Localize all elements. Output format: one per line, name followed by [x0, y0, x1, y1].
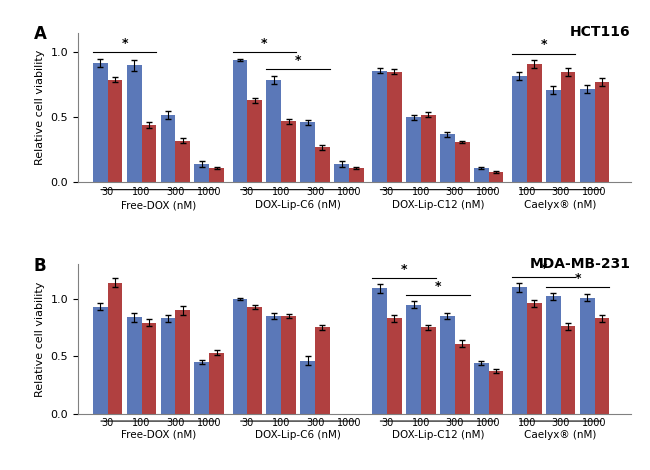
Bar: [526, 64, 541, 182]
Text: MDA-MB-231: MDA-MB-231: [530, 257, 630, 271]
Bar: [440, 316, 455, 414]
Bar: [474, 363, 489, 414]
Bar: [372, 289, 387, 414]
Text: HCT116: HCT116: [570, 25, 630, 39]
Bar: [595, 318, 609, 414]
Bar: [455, 142, 469, 182]
Bar: [209, 168, 224, 182]
Text: DOX-Lip-C6 (nM): DOX-Lip-C6 (nM): [255, 200, 341, 211]
Bar: [176, 141, 190, 182]
Text: *: *: [261, 37, 268, 50]
Bar: [561, 326, 575, 414]
Bar: [474, 168, 489, 182]
Text: *: *: [401, 263, 408, 276]
Bar: [455, 344, 469, 414]
Bar: [300, 361, 315, 414]
Bar: [387, 318, 402, 414]
Bar: [142, 125, 156, 182]
Bar: [512, 76, 527, 182]
Bar: [233, 299, 248, 414]
Text: *: *: [295, 54, 302, 67]
Text: B: B: [34, 257, 46, 275]
Bar: [281, 121, 296, 182]
Text: *: *: [540, 262, 547, 274]
Bar: [334, 164, 349, 182]
Bar: [266, 316, 281, 414]
Bar: [546, 90, 561, 182]
Bar: [194, 164, 209, 182]
Bar: [142, 323, 156, 414]
Text: DOX-Lip-C12 (nM): DOX-Lip-C12 (nM): [391, 430, 484, 439]
Bar: [248, 307, 262, 414]
Y-axis label: Relative cell viability: Relative cell viability: [35, 50, 45, 165]
Bar: [108, 282, 122, 414]
Bar: [93, 63, 108, 182]
Bar: [387, 72, 402, 182]
Text: *: *: [435, 280, 441, 293]
Bar: [315, 147, 330, 182]
Text: *: *: [540, 38, 547, 51]
Text: Caelyx® (nM): Caelyx® (nM): [525, 430, 597, 439]
Bar: [266, 79, 281, 182]
Text: *: *: [122, 37, 128, 50]
Bar: [315, 328, 330, 414]
Bar: [595, 82, 609, 182]
Text: Caelyx® (nM): Caelyx® (nM): [525, 200, 597, 211]
Bar: [176, 310, 190, 414]
Bar: [546, 297, 561, 414]
Bar: [406, 118, 421, 182]
Text: A: A: [34, 25, 47, 43]
Bar: [372, 70, 387, 182]
Bar: [300, 123, 315, 182]
Bar: [349, 168, 364, 182]
Bar: [489, 371, 504, 414]
Bar: [127, 317, 142, 414]
Bar: [580, 89, 595, 182]
Bar: [161, 115, 176, 182]
Bar: [421, 328, 436, 414]
Bar: [512, 287, 527, 414]
Text: Free-DOX (nM): Free-DOX (nM): [121, 430, 196, 439]
Bar: [580, 298, 595, 414]
Bar: [194, 362, 209, 414]
Bar: [209, 352, 224, 414]
Bar: [161, 318, 176, 414]
Bar: [93, 307, 108, 414]
Bar: [489, 172, 504, 182]
Bar: [127, 65, 142, 182]
Bar: [248, 101, 262, 182]
Text: DOX-Lip-C12 (nM): DOX-Lip-C12 (nM): [391, 200, 484, 211]
Bar: [440, 134, 455, 182]
Bar: [406, 305, 421, 414]
Text: Free-DOX (nM): Free-DOX (nM): [121, 200, 196, 211]
Text: DOX-Lip-C6 (nM): DOX-Lip-C6 (nM): [255, 430, 341, 439]
Y-axis label: Relative cell viability: Relative cell viability: [35, 281, 45, 397]
Bar: [526, 303, 541, 414]
Bar: [233, 60, 248, 182]
Bar: [421, 115, 436, 182]
Bar: [561, 72, 575, 182]
Bar: [108, 79, 122, 182]
Bar: [281, 316, 296, 414]
Text: *: *: [575, 272, 581, 285]
